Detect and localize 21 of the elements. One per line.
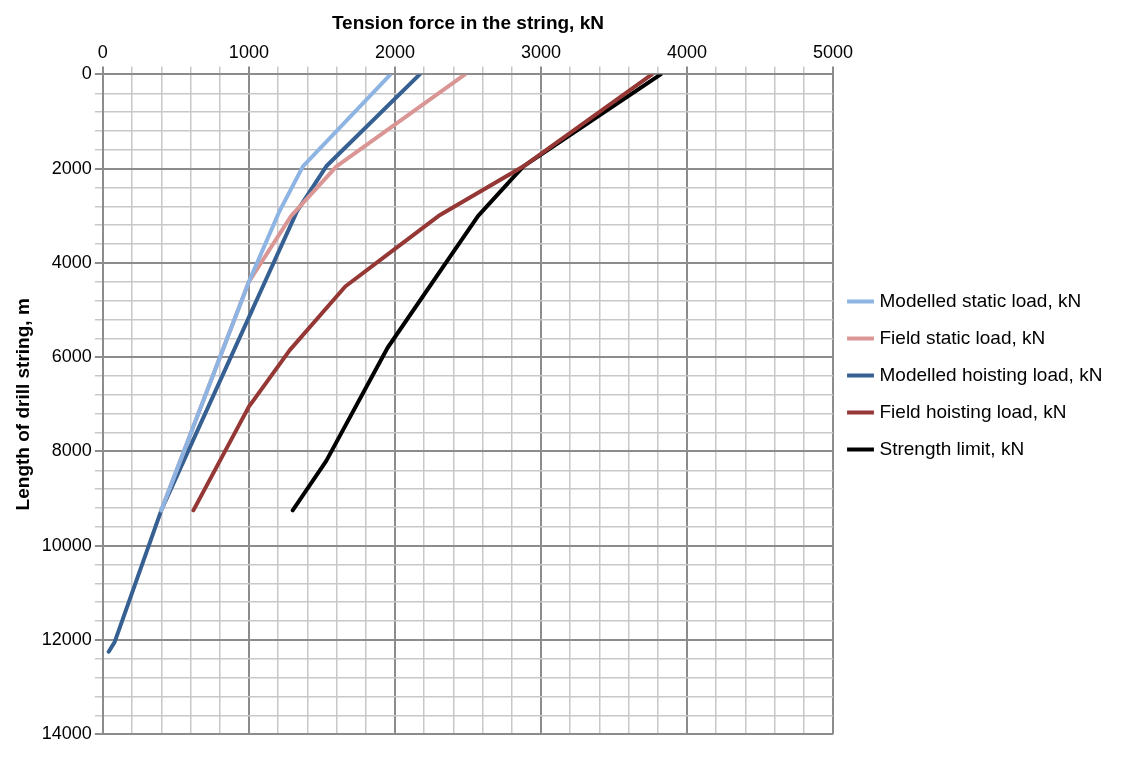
legend-label: Field hoisting load, kN — [879, 400, 1067, 422]
y-tick-label: 0 — [81, 63, 92, 84]
x-tick-label: 4000 — [666, 41, 707, 62]
y-tick-label: 8000 — [51, 440, 92, 461]
x-tick-label: 1000 — [228, 41, 269, 62]
y-tick-label: 4000 — [51, 251, 92, 272]
x-tick-label: 5000 — [812, 41, 854, 62]
y-tick-label: 12000 — [41, 628, 92, 649]
legend-label: Field static load, kN — [879, 326, 1046, 348]
y-tick-label: 14000 — [41, 723, 92, 744]
legend-label: Modelled static load, kN — [879, 289, 1082, 311]
legend-label: Modelled hoisting load, kN — [879, 363, 1103, 385]
y-tick-label: 10000 — [41, 534, 92, 555]
x-axis-title: Tension force in the string, kN — [331, 11, 604, 33]
legend-label: Strength limit, kN — [879, 437, 1025, 459]
y-axis-title: Length of drill string, m — [11, 298, 33, 511]
y-tick-label: 2000 — [51, 157, 92, 178]
x-tick-label: 2000 — [374, 41, 415, 62]
x-tick-label: 3000 — [520, 41, 561, 62]
y-tick-label: 6000 — [51, 346, 92, 367]
x-tick-label: 0 — [97, 41, 108, 62]
